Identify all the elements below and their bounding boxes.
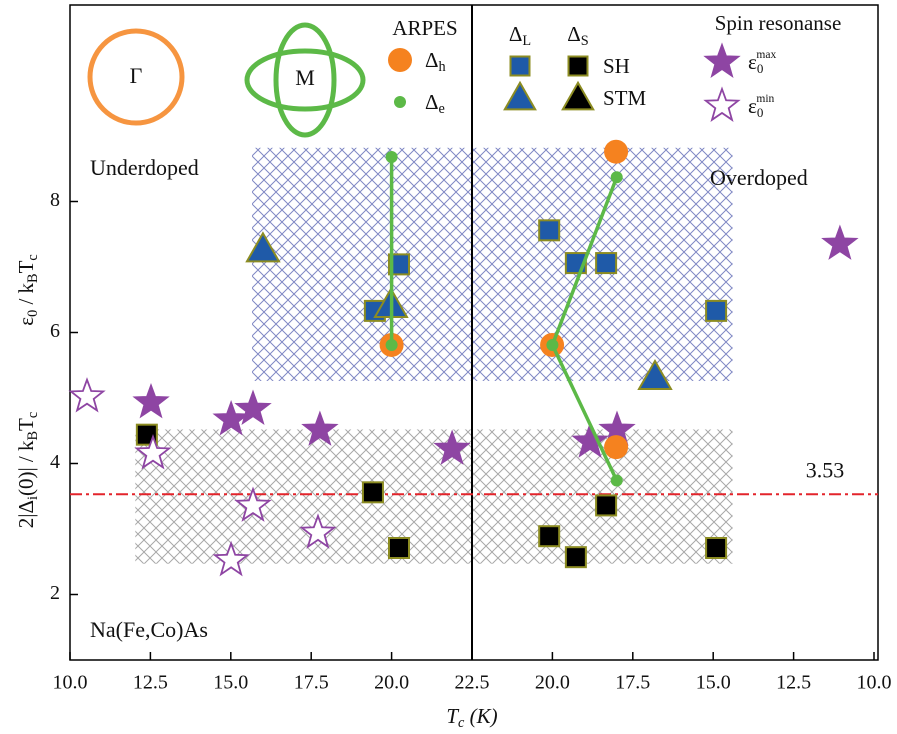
- legend-marker: [394, 96, 406, 108]
- text-part: ε: [14, 317, 38, 326]
- y-axis-label: 2|Δi(0)| / kBTc: [14, 412, 41, 528]
- data-point: [546, 339, 558, 351]
- data-point: [389, 538, 409, 558]
- data-point: [824, 227, 856, 258]
- x-axis-label: Tc (K): [446, 704, 497, 731]
- legend-label: Δe: [425, 90, 445, 117]
- legend-marker: [563, 83, 593, 110]
- data-point: [539, 526, 559, 546]
- regions: [135, 148, 732, 564]
- text-part: / k: [14, 282, 38, 309]
- text-part: 0: [757, 61, 764, 76]
- x-tick-label: 20.0: [374, 672, 409, 694]
- legend-label: ε0max: [748, 49, 776, 76]
- text-part: max: [756, 49, 776, 61]
- text-part: T: [14, 260, 38, 273]
- text-part: 2|Δ: [14, 500, 38, 528]
- text-part: B: [25, 273, 41, 283]
- chart: 2 4 6 8 10.0 12.5 15.0 17.5 20.0 22.5 20.0 17.5 15.0…: [0, 0, 897, 734]
- annotation: Overdoped: [710, 165, 808, 190]
- data-point: [596, 495, 616, 515]
- x-tick-label: 12.5: [776, 672, 811, 694]
- x-tick-label: 20.0: [535, 672, 570, 694]
- x-tick-label: 12.5: [133, 672, 168, 694]
- legend-title: Spin resonanse: [715, 11, 842, 35]
- text-part: L: [522, 33, 531, 49]
- data-point: [611, 475, 623, 487]
- x-tick-label: 17.5: [294, 672, 329, 694]
- data-point: [604, 140, 628, 164]
- x-tick-label: 17.5: [615, 672, 650, 694]
- x-tick-label: 15.0: [696, 672, 731, 694]
- data-point: [386, 339, 398, 351]
- data-point: [706, 301, 726, 321]
- x-tick-label: 15.0: [213, 672, 248, 694]
- legend-marker: [388, 48, 412, 72]
- x-tick-label: 10.0: [53, 672, 88, 694]
- data-point: [363, 482, 383, 502]
- legend-label: STM: [603, 86, 647, 110]
- text-part: (K): [464, 704, 497, 728]
- hatch-region: [135, 429, 732, 563]
- annotation: Underdoped: [90, 155, 199, 180]
- text-part: S: [581, 33, 589, 49]
- text-part: Δ: [425, 48, 439, 72]
- legend-label: Δh: [425, 48, 446, 75]
- legend-title: ΔS: [567, 22, 589, 49]
- legend-title: ΔL: [509, 22, 531, 49]
- legend-label: ε0min: [748, 93, 775, 120]
- text-part: min: [756, 93, 774, 105]
- legend-marker: [505, 83, 535, 110]
- data-point: [596, 253, 616, 273]
- data-point: [604, 435, 628, 459]
- data-point: [566, 547, 586, 567]
- y-tick-label: 4: [50, 451, 60, 473]
- text-part: B: [25, 431, 41, 441]
- data-point: [386, 151, 398, 163]
- y-axis-label: ε0 / kBTc: [14, 254, 41, 326]
- text-part: 0: [25, 310, 41, 317]
- text-part: 0: [757, 105, 764, 120]
- x-tick-label: 22.5: [455, 672, 490, 694]
- text-part: Δ: [509, 22, 523, 46]
- text-part: c: [25, 412, 41, 418]
- legend-marker: [706, 89, 738, 120]
- annotation: Na(Fe,Co)As: [90, 617, 208, 642]
- text-part: e: [439, 101, 445, 117]
- annotation: Γ: [130, 63, 143, 88]
- text-part: h: [439, 59, 446, 75]
- legend-marker: [569, 57, 588, 76]
- reference-label: 3.53: [806, 457, 845, 482]
- data-point: [611, 171, 623, 183]
- text-part: (0)| / k: [14, 440, 38, 496]
- y-tick-label: 2: [50, 582, 60, 604]
- text-part: Δ: [567, 22, 581, 46]
- hatch-region: [252, 148, 732, 381]
- annotation: M: [295, 65, 315, 90]
- data-point: [539, 220, 559, 240]
- legend-title: ARPES: [392, 16, 457, 40]
- x-tick-label: 10.0: [857, 672, 892, 694]
- data-point: [71, 380, 103, 411]
- data-point: [135, 386, 167, 417]
- y-tick-label: 8: [50, 189, 60, 211]
- text-part: Δ: [425, 90, 439, 114]
- legend-marker: [706, 45, 738, 76]
- data-point: [706, 538, 726, 558]
- legend-marker: [511, 57, 530, 76]
- y-tick-label: 6: [50, 320, 60, 342]
- legend-label: SH: [603, 54, 630, 78]
- text-part: c: [25, 254, 41, 260]
- text-part: T: [14, 418, 38, 431]
